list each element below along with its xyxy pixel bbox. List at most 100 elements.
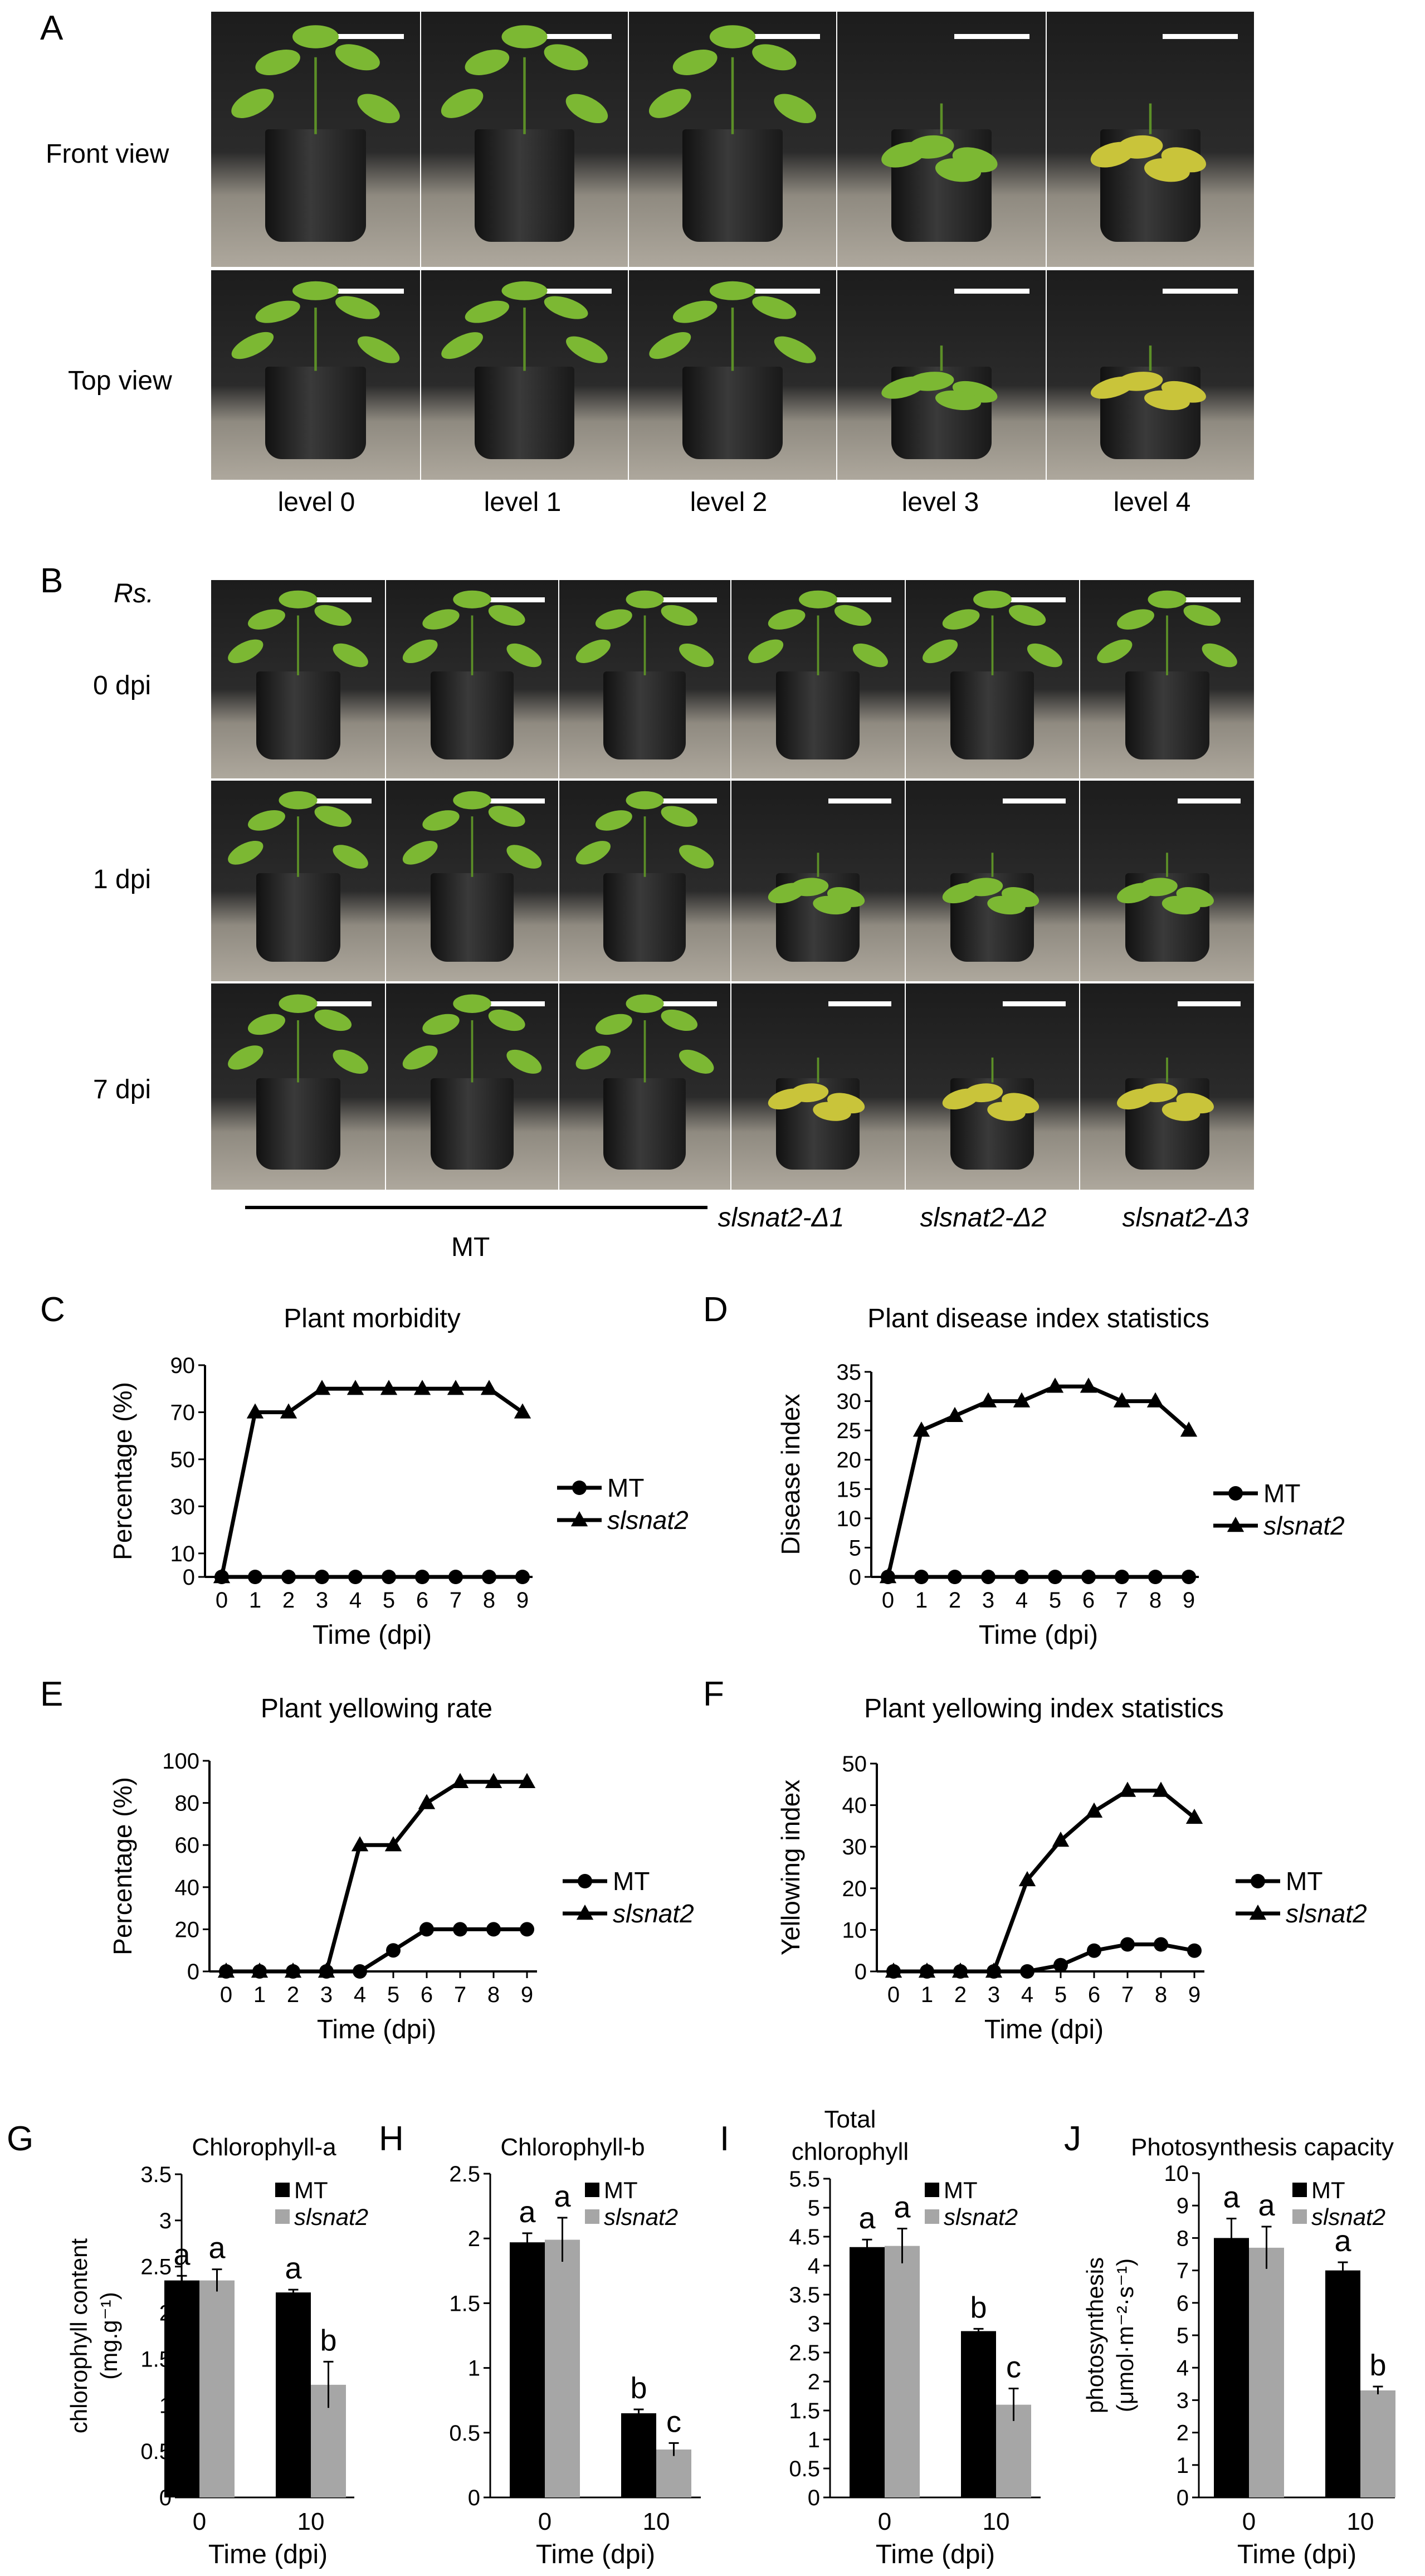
col-label-level-2: level 2 <box>690 488 768 517</box>
x-tick-label: 6 <box>1088 1983 1100 2007</box>
legend-label: slsnat2 <box>1263 1511 1345 1540</box>
point-MT <box>453 1922 467 1937</box>
point-slsnat2 <box>447 1380 465 1395</box>
point-MT <box>515 1570 530 1584</box>
point-MT <box>448 1570 463 1584</box>
y-tick-label: 40 <box>175 1876 200 1900</box>
chart-title: Plant yellowing index statistics <box>864 1694 1224 1723</box>
x-category-label: 0 <box>193 2508 206 2535</box>
y-tick-label: 3 <box>808 2312 820 2336</box>
x-tick-label: 5 <box>1049 1588 1061 1613</box>
significance-letter: a <box>285 2252 302 2285</box>
y-tick-label: 0 <box>1177 2486 1189 2510</box>
point-MT <box>382 1570 396 1584</box>
photo-b-row2-col0 <box>211 983 385 1190</box>
x-tick-label: 0 <box>882 1588 894 1613</box>
plant-pot <box>431 671 514 759</box>
plant-pot <box>256 873 340 962</box>
chart-title: Plant morbidity <box>284 1304 460 1333</box>
y-tick-label: 8 <box>1177 2226 1189 2251</box>
plant-pot <box>475 367 574 459</box>
y-tick-label: 10 <box>837 1507 862 1531</box>
point-slsnat2 <box>985 1963 1003 1978</box>
y-tick-label: 20 <box>842 1877 867 1901</box>
y-tick-label: 7 <box>1177 2259 1189 2283</box>
x-tick-label: 9 <box>1188 1983 1200 2007</box>
chart-yellowing-index: Plant yellowing index statistics01020304… <box>776 1694 1367 2044</box>
chart-total-chlorophyll: Total chlorophyll 0 0.5 1 1.5 2 2.5 3 3.5 4 4.5 5 5.5… <box>789 2106 1041 2569</box>
point-slsnat2 <box>318 1963 335 1978</box>
photo-b-row2-col1 <box>385 983 559 1190</box>
series-line-slsnat2 <box>219 1386 524 1577</box>
plant-shoot <box>575 590 714 675</box>
x-category-label: 10 <box>643 2508 670 2535</box>
legend-marker-triangle <box>576 1905 594 1920</box>
photo-top-level-2 <box>628 270 837 480</box>
chart-chlorophyll-b: Chlorophyll-b 0 0.5 1 1.5 2 2.5 0 a a 10 bc Time (dp… <box>449 2134 701 2569</box>
photo-b-row2-col2 <box>559 983 731 1190</box>
scale-bar <box>1163 289 1238 294</box>
plant-shoot <box>881 103 998 182</box>
scale-bar <box>954 289 1029 294</box>
y-tick-label: 25 <box>837 1419 862 1443</box>
panel-letter-f: F <box>703 1675 724 1713</box>
chart-title: Plant disease index statistics <box>867 1304 1209 1333</box>
y-tick-label: 40 <box>842 1794 867 1818</box>
x-category-label: 10 <box>983 2508 1010 2535</box>
scale-bar <box>745 289 820 294</box>
photo-b-row1-col0 <box>211 780 385 982</box>
photo-top-level-4 <box>1046 270 1255 480</box>
scale-bar <box>1003 798 1066 804</box>
y-tick-label: 0.5 <box>789 2457 820 2481</box>
plant-shoot <box>228 791 368 877</box>
bar-MT <box>164 2280 199 2497</box>
plant-shoot <box>942 1057 1040 1121</box>
x-tick-label: 9 <box>1183 1588 1195 1613</box>
x-tick-label: 0 <box>887 1983 900 2007</box>
y-tick-label: 2.5 <box>140 2255 172 2280</box>
point-MT <box>1020 1964 1034 1979</box>
y-axis-label: (μmol·m⁻²·s⁻¹) <box>1112 2258 1138 2412</box>
photo-top-level-1 <box>421 270 628 480</box>
x-tick-label: 5 <box>1055 1983 1067 2007</box>
y-tick-label: 100 <box>162 1749 199 1774</box>
legend-swatch <box>585 2183 599 2197</box>
plant-shoot <box>441 281 608 371</box>
y-tick-label: 0 <box>849 1565 861 1590</box>
chart-title-line: Total <box>824 2106 876 2133</box>
y-tick-label: 1.5 <box>789 2399 820 2423</box>
x-tick-label: 6 <box>421 1983 433 2007</box>
y-tick-label: 3 <box>159 2209 172 2233</box>
point-slsnat2 <box>1152 1781 1170 1797</box>
point-slsnat2 <box>351 1836 369 1852</box>
chart-title: Chlorophyll-b <box>500 2134 645 2161</box>
plant-shoot <box>648 25 817 134</box>
significance-letter: a <box>858 2202 876 2235</box>
x-tick-label: 2 <box>949 1588 961 1613</box>
plant-shoot <box>575 994 714 1083</box>
point-slsnat2 <box>451 1772 469 1788</box>
scale-bar <box>537 34 612 39</box>
point-slsnat2 <box>384 1836 402 1852</box>
scale-bar <box>328 34 404 39</box>
plant-pot <box>1125 671 1209 759</box>
point-slsnat2 <box>485 1772 502 1788</box>
y-tick-label: 2 <box>468 2227 480 2251</box>
point-MT <box>1048 1570 1062 1584</box>
scale-bar <box>1178 597 1241 602</box>
x-tick-label: 8 <box>1149 1588 1162 1613</box>
x-category-label: 10 <box>1347 2508 1374 2535</box>
point-slsnat2 <box>251 1963 269 1978</box>
point-slsnat2 <box>1085 1802 1103 1818</box>
photo-b-row0-col5 <box>1080 580 1255 779</box>
y-tick-label: 30 <box>170 1494 196 1519</box>
plant-shoot <box>575 791 714 877</box>
plant-pot <box>256 1078 340 1170</box>
x-axis-label: Time (dpi) <box>536 2540 655 2569</box>
plant-shoot <box>228 590 368 675</box>
y-tick-label: 5 <box>808 2196 820 2220</box>
significance-letter: c <box>1006 2350 1021 2384</box>
plant-pot <box>431 1078 514 1170</box>
significance-letter: a <box>1334 2224 1351 2258</box>
significance-letter: a <box>173 2238 191 2271</box>
